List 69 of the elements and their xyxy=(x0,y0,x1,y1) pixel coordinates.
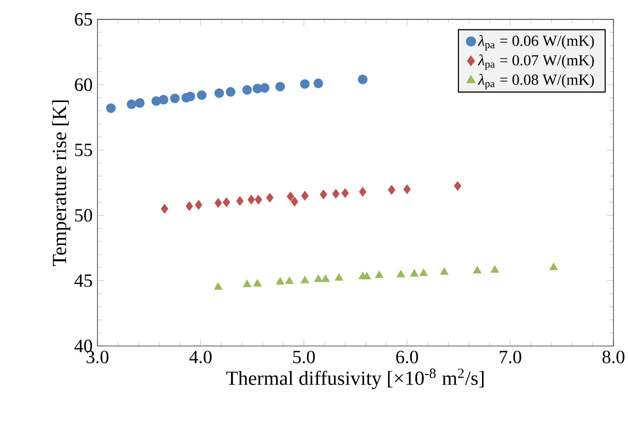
point xyxy=(286,192,294,202)
point xyxy=(549,262,558,270)
point xyxy=(106,103,116,113)
point xyxy=(276,277,284,284)
point xyxy=(314,274,323,282)
point xyxy=(248,194,255,204)
y-tick-label: 55 xyxy=(75,144,92,156)
point xyxy=(196,90,206,100)
point xyxy=(321,274,330,282)
point xyxy=(359,187,366,197)
point xyxy=(300,276,310,284)
x-tick-label: 7.0 xyxy=(500,350,522,364)
point xyxy=(254,194,262,204)
point xyxy=(126,99,136,110)
x-tick-label: 6.0 xyxy=(396,350,418,364)
point xyxy=(473,266,482,274)
point xyxy=(290,196,298,206)
point xyxy=(396,270,406,278)
point xyxy=(301,190,309,201)
point xyxy=(170,94,180,104)
point xyxy=(332,188,340,199)
point xyxy=(403,184,411,194)
y-tick-label: 60 xyxy=(74,78,92,91)
point xyxy=(134,98,145,108)
x-tick-label: 5.0 xyxy=(293,350,315,364)
legend-label: λ$_{pa}$ = 0.08 W/(mK) xyxy=(478,74,594,90)
point xyxy=(214,282,222,290)
point xyxy=(419,268,428,276)
point xyxy=(242,280,252,288)
point xyxy=(334,273,344,281)
point xyxy=(214,198,222,208)
x-axis-title: Thermal diffusivity [×10$^{-8}$ m$^{2}$/s] xyxy=(226,368,484,390)
x-tick-label: 8.0 xyxy=(602,350,624,364)
point xyxy=(222,197,230,208)
y-tick-label: 50 xyxy=(75,209,92,222)
point xyxy=(186,92,196,102)
point xyxy=(388,185,396,195)
point xyxy=(358,74,368,84)
point xyxy=(186,201,193,211)
y-tick-label: 65 xyxy=(74,13,92,26)
point xyxy=(341,188,349,198)
point xyxy=(490,265,499,273)
point xyxy=(320,190,328,200)
point xyxy=(314,78,324,88)
point xyxy=(236,196,244,206)
point xyxy=(362,272,372,280)
point xyxy=(275,82,285,92)
point xyxy=(214,88,224,98)
point xyxy=(440,267,448,275)
y-tick-label: 45 xyxy=(74,274,92,287)
point xyxy=(266,192,274,202)
point xyxy=(160,204,168,214)
point xyxy=(158,94,168,104)
point xyxy=(226,87,236,97)
x-tick-label: 4.0 xyxy=(189,350,212,364)
y-axis-title: Temperature rise [K] xyxy=(52,100,70,266)
point xyxy=(375,270,384,278)
legend-label: λ$_{pa}$ = 0.06 W/(mK) xyxy=(478,35,594,50)
legend-label: λ$_{pa}$ = 0.07 W/(mK) xyxy=(478,54,594,70)
point xyxy=(454,181,462,191)
point xyxy=(194,200,202,210)
point xyxy=(285,276,294,284)
x-tick-label: 3.0 xyxy=(86,350,108,364)
point xyxy=(260,83,270,93)
point xyxy=(410,269,418,277)
point xyxy=(300,79,310,89)
point xyxy=(253,279,262,286)
point xyxy=(242,85,252,95)
y-tick-label: 40 xyxy=(74,340,92,352)
